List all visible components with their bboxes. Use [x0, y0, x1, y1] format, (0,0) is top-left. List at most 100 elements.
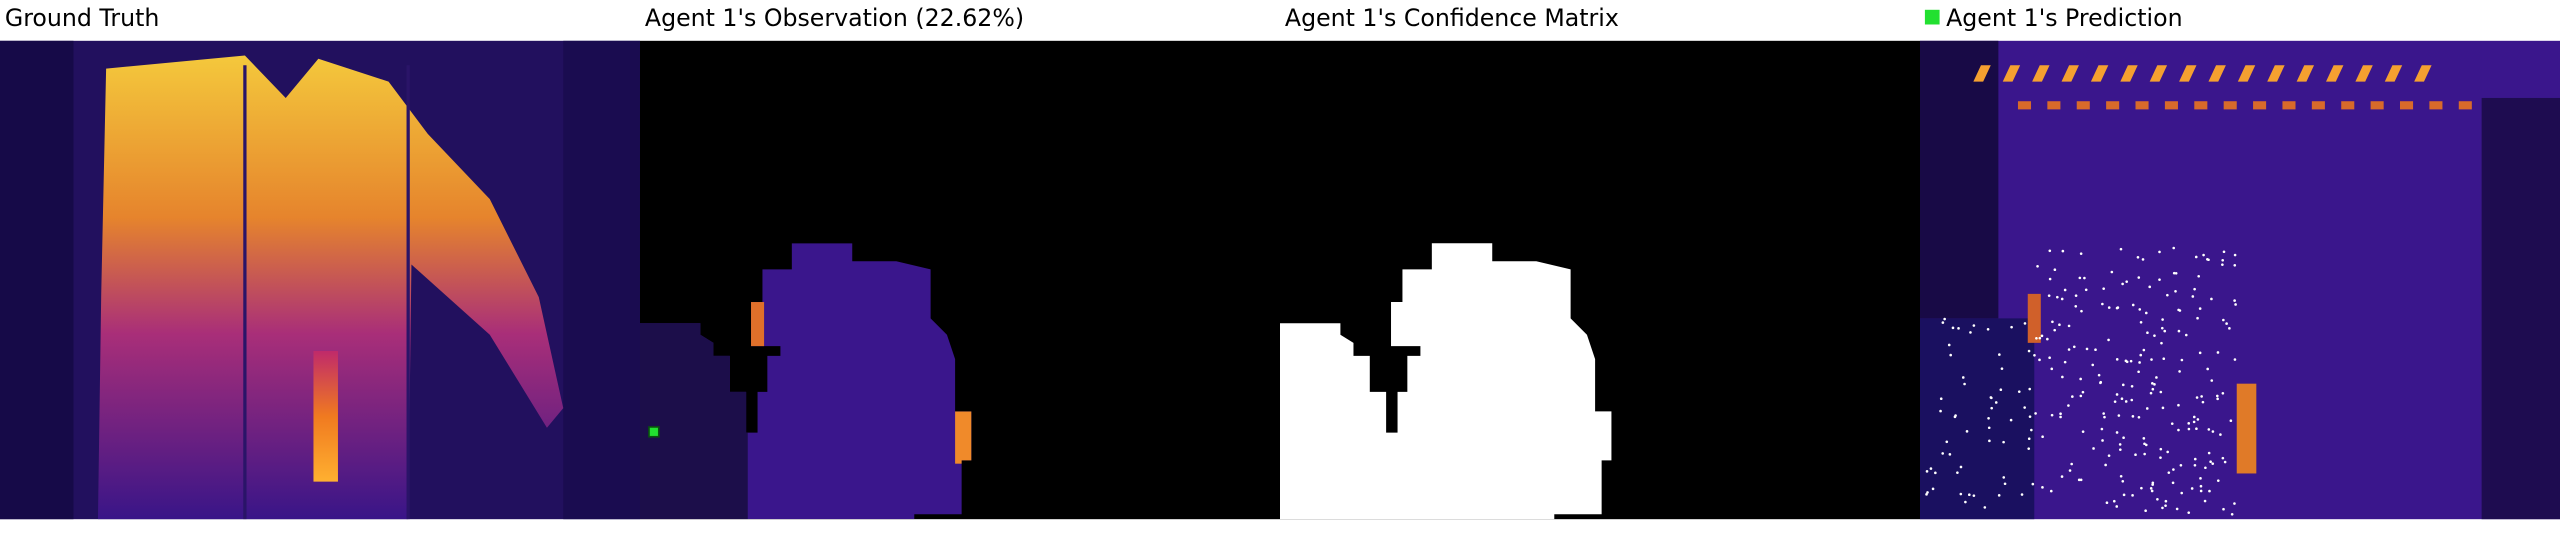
texture-dot	[2048, 277, 2052, 281]
texture-dot	[2139, 353, 2143, 357]
texture-dot	[1931, 487, 1935, 491]
texture-dot	[2204, 466, 2207, 470]
texture-dot	[2100, 427, 2104, 431]
texture-dot	[2199, 484, 2203, 488]
texture-dot	[2125, 280, 2128, 283]
texture-dot	[2207, 428, 2211, 431]
texture-dot	[2041, 486, 2044, 489]
texture-dot	[2221, 258, 2224, 262]
texture-dot	[2129, 359, 2133, 363]
texture-dot	[2112, 499, 2116, 503]
texture-dot	[2178, 370, 2181, 373]
texture-dot	[2061, 375, 2064, 379]
texture-dot	[2002, 440, 2005, 444]
prediction-image	[1920, 40, 2560, 520]
texture-dot	[1941, 321, 1945, 324]
texture-dot	[2061, 249, 2065, 253]
texture-dot	[2190, 487, 2194, 490]
texture-dot	[2206, 367, 2209, 371]
texture-dot	[2151, 387, 2155, 391]
texture-dot	[1947, 343, 1951, 347]
texture-mark	[2194, 101, 2208, 110]
texture-dot	[2177, 329, 2181, 333]
texture-dot	[2116, 306, 2120, 309]
texture-dot	[1945, 440, 1949, 444]
texture-dot	[2193, 287, 2196, 291]
texture-dot	[2119, 474, 2123, 478]
texture-dot	[2144, 509, 2147, 512]
texture-dot	[2187, 511, 2191, 514]
texture-dot	[2180, 358, 2184, 362]
texture-dot	[1986, 328, 1990, 331]
texture-dot	[2137, 416, 2141, 419]
texture-dot	[2194, 255, 2198, 259]
texture-dot	[2172, 246, 2176, 250]
texture-dot	[2166, 450, 2169, 454]
texture-dot	[2027, 447, 2031, 450]
texture-dot	[2130, 384, 2134, 388]
texture-mark	[2414, 65, 2432, 82]
texture-dot	[2081, 390, 2085, 394]
texture-dot	[2210, 379, 2214, 382]
texture-dot	[2077, 478, 2081, 482]
texture-dot	[2221, 392, 2225, 395]
texture-dot	[2070, 462, 2073, 466]
observation-image	[640, 40, 1280, 520]
texture-dot	[1939, 409, 1942, 413]
texture-dot	[2104, 463, 2107, 467]
texture-dot	[1967, 493, 1971, 497]
texture-dot	[2187, 427, 2191, 431]
texture-dot	[2195, 427, 2198, 431]
texture-dot	[2192, 420, 2196, 424]
texture-dot	[2058, 323, 2061, 327]
texture-dot	[2177, 308, 2180, 312]
texture-dot	[1925, 470, 1929, 473]
texture-mark	[2179, 65, 2197, 82]
texture-dot	[2141, 258, 2145, 261]
texture-dot	[2121, 282, 2124, 286]
texture-dot	[2053, 328, 2056, 332]
texture-dot	[1965, 430, 1969, 433]
texture-dot	[2210, 297, 2213, 301]
texture-dot	[2153, 383, 2156, 386]
texture-dot	[1956, 471, 1959, 474]
texture-dot	[2143, 442, 2146, 446]
texture-dot	[2094, 348, 2097, 352]
texture-dot	[1961, 376, 1965, 379]
texture-mark	[2032, 65, 2050, 82]
texture-dot	[2184, 333, 2188, 337]
texture-dot	[2092, 447, 2095, 450]
texture-dot	[2107, 306, 2111, 309]
texture-dot	[1949, 353, 1952, 357]
texture-dot	[2149, 391, 2153, 395]
texture-dot	[2124, 400, 2128, 403]
texture-dot	[2136, 256, 2140, 259]
texture-dot	[1990, 406, 1993, 410]
texture-dot	[2119, 448, 2122, 451]
texture-mark	[2400, 101, 2414, 110]
texture-dot	[2174, 272, 2178, 275]
texture-dot	[2071, 395, 2074, 398]
texture-dot	[2097, 373, 2101, 377]
texture-dot	[2179, 464, 2183, 467]
texture-dot	[2067, 348, 2071, 351]
texture-dot	[2209, 460, 2212, 464]
texture-dot	[1989, 396, 1993, 399]
texture-dot	[2084, 288, 2088, 292]
texture-dot	[2138, 361, 2141, 364]
texture-dot	[2028, 387, 2032, 391]
texture-dot	[2038, 336, 2042, 340]
texture-dot	[2201, 400, 2205, 404]
texture-dot	[1951, 326, 1955, 330]
texture-dot	[2068, 469, 2072, 472]
texture-dot	[1929, 467, 1933, 470]
texture-mark	[2429, 101, 2443, 110]
texture-dot	[2221, 456, 2225, 460]
texture-dot	[2151, 483, 2154, 486]
texture-dot	[2046, 337, 2049, 341]
texture-dot	[2115, 393, 2119, 396]
texture-dot	[2206, 257, 2209, 261]
texture-dot	[2035, 336, 2038, 340]
panel-title: Agent 1's Prediction	[1946, 4, 2182, 32]
